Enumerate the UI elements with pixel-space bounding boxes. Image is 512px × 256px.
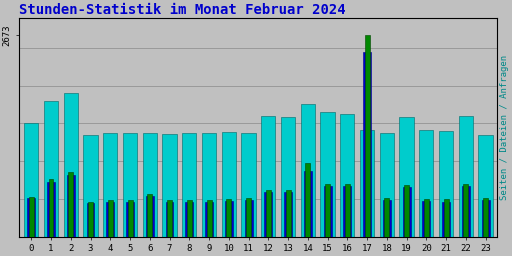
Y-axis label: Seiten / Dateien / Anfragen: Seiten / Dateien / Anfragen	[500, 55, 509, 200]
Bar	[422, 201, 430, 237]
Bar	[399, 118, 414, 237]
Bar	[68, 172, 73, 237]
Bar	[167, 200, 172, 237]
Bar	[162, 134, 177, 237]
Bar	[443, 199, 449, 237]
Bar	[103, 133, 117, 237]
Bar	[482, 200, 489, 237]
Bar	[146, 196, 154, 237]
Bar	[419, 130, 434, 237]
Bar	[87, 204, 95, 237]
Bar	[462, 186, 470, 237]
Bar	[281, 118, 295, 237]
Bar	[402, 187, 411, 237]
Bar	[242, 133, 255, 237]
Bar	[67, 175, 75, 237]
Bar	[108, 200, 113, 237]
Bar	[225, 201, 233, 237]
Bar	[27, 198, 35, 237]
Bar	[363, 52, 371, 237]
Bar	[380, 133, 394, 237]
Bar	[479, 135, 493, 237]
Bar	[442, 201, 450, 237]
Bar	[360, 130, 374, 237]
Bar	[340, 114, 354, 237]
Bar	[123, 133, 137, 237]
Bar	[147, 194, 152, 237]
Bar	[83, 135, 98, 237]
Bar	[344, 186, 351, 237]
Bar	[205, 201, 213, 237]
Bar	[305, 163, 310, 237]
Bar	[385, 198, 389, 237]
Bar	[126, 201, 134, 237]
Bar	[284, 192, 292, 237]
Bar	[483, 198, 488, 237]
Bar	[266, 190, 271, 237]
Bar	[345, 184, 350, 237]
Bar	[24, 123, 38, 237]
Bar	[246, 198, 251, 237]
Bar	[182, 133, 197, 237]
Bar	[47, 182, 55, 237]
Bar	[187, 200, 192, 237]
Bar	[383, 200, 391, 237]
Bar	[44, 101, 58, 237]
Bar	[463, 184, 468, 237]
Text: Stunden-Statistik im Monat Februar 2024: Stunden-Statistik im Monat Februar 2024	[19, 3, 346, 17]
Bar	[226, 199, 231, 237]
Bar	[245, 200, 252, 237]
Bar	[304, 171, 312, 237]
Bar	[63, 93, 78, 237]
Bar	[143, 133, 157, 237]
Bar	[49, 179, 53, 237]
Bar	[261, 116, 275, 237]
Bar	[325, 184, 330, 237]
Bar	[439, 131, 453, 237]
Bar	[222, 132, 236, 237]
Bar	[264, 192, 272, 237]
Bar	[459, 116, 473, 237]
Bar	[185, 201, 193, 237]
Bar	[202, 133, 216, 237]
Bar	[324, 186, 331, 237]
Bar	[404, 185, 409, 237]
Bar	[127, 200, 133, 237]
Bar	[29, 197, 34, 237]
Bar	[424, 199, 429, 237]
Bar	[165, 202, 174, 237]
Bar	[206, 200, 211, 237]
Bar	[365, 35, 370, 237]
Bar	[321, 112, 335, 237]
Bar	[88, 202, 93, 237]
Bar	[106, 202, 114, 237]
Bar	[286, 190, 290, 237]
Bar	[301, 104, 315, 237]
